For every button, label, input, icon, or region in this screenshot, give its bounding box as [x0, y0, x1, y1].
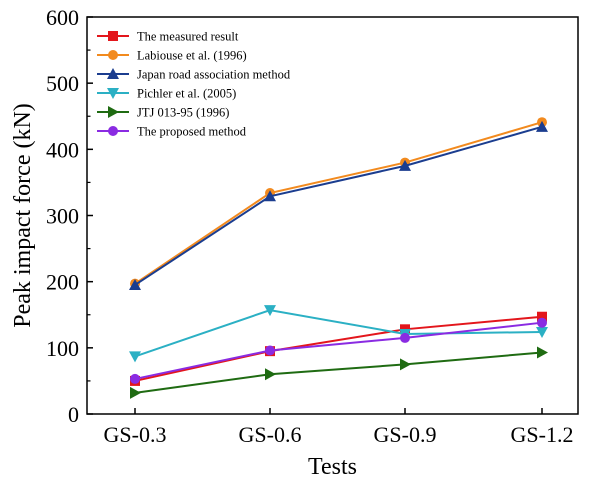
- legend-entry: Pichler et al. (2005): [97, 87, 236, 101]
- data-point: [130, 387, 141, 399]
- y-axis-title: Peak impact force (kN): [10, 103, 36, 328]
- legend-entry: Japan road association method: [97, 68, 291, 82]
- data-point: [108, 31, 118, 41]
- series-line: [135, 352, 542, 392]
- axes: 0 100 200 300 400 500 600 GS-0.3 GS-0.6 GS-0.9 GS-…: [46, 5, 578, 447]
- x-tick-label: GS-0.6: [239, 422, 302, 447]
- data-point: [265, 345, 275, 355]
- data-point: [108, 126, 118, 136]
- data-point: [265, 368, 276, 380]
- legend-entry: The measured result: [97, 30, 239, 44]
- y-tick-label: 0: [68, 402, 79, 427]
- y-tick-label: 600: [46, 5, 79, 30]
- x-tick-label: GS-1.2: [511, 422, 574, 447]
- series-line: [135, 323, 542, 379]
- data-point: [130, 374, 140, 384]
- series-4: [129, 305, 548, 362]
- x-tick-label: GS-0.3: [104, 422, 167, 447]
- legend-label: Labiouse et al. (1996): [137, 49, 247, 63]
- data-point: [400, 333, 410, 343]
- y-tick-label: 400: [46, 137, 79, 162]
- y-tick-label: 200: [46, 270, 79, 295]
- data-point: [108, 50, 118, 60]
- legend-entry: JTJ 013-95 (1996): [97, 106, 229, 120]
- x-tick-label: GS-0.9: [374, 422, 437, 447]
- data-point: [400, 358, 411, 370]
- legend-entry: The proposed method: [97, 125, 247, 139]
- data-point: [129, 351, 141, 362]
- series-5: [130, 346, 548, 398]
- series-3: [129, 121, 548, 290]
- legend-label: JTJ 013-95 (1996): [137, 106, 229, 120]
- legend: The measured result Labiouse et al. (1996…: [97, 30, 291, 139]
- legend-entry: Labiouse et al. (1996): [97, 49, 247, 63]
- legend-label: The proposed method: [137, 125, 247, 139]
- legend-label: The measured result: [137, 30, 239, 44]
- series-6: [130, 318, 547, 384]
- data-point: [537, 346, 548, 358]
- series-line: [135, 127, 542, 285]
- series-line: [135, 122, 542, 283]
- x-axis-title: Tests: [308, 454, 357, 480]
- plot-area: [129, 117, 548, 399]
- series-line: [135, 317, 542, 381]
- data-point: [108, 106, 119, 118]
- y-tick-label: 300: [46, 204, 79, 229]
- data-point: [537, 318, 547, 328]
- legend-label: Japan road association method: [137, 68, 291, 82]
- legend-label: Pichler et al. (2005): [137, 87, 236, 101]
- y-tick-label: 500: [46, 71, 79, 96]
- y-tick-label: 100: [46, 336, 79, 361]
- series-line: [135, 310, 542, 356]
